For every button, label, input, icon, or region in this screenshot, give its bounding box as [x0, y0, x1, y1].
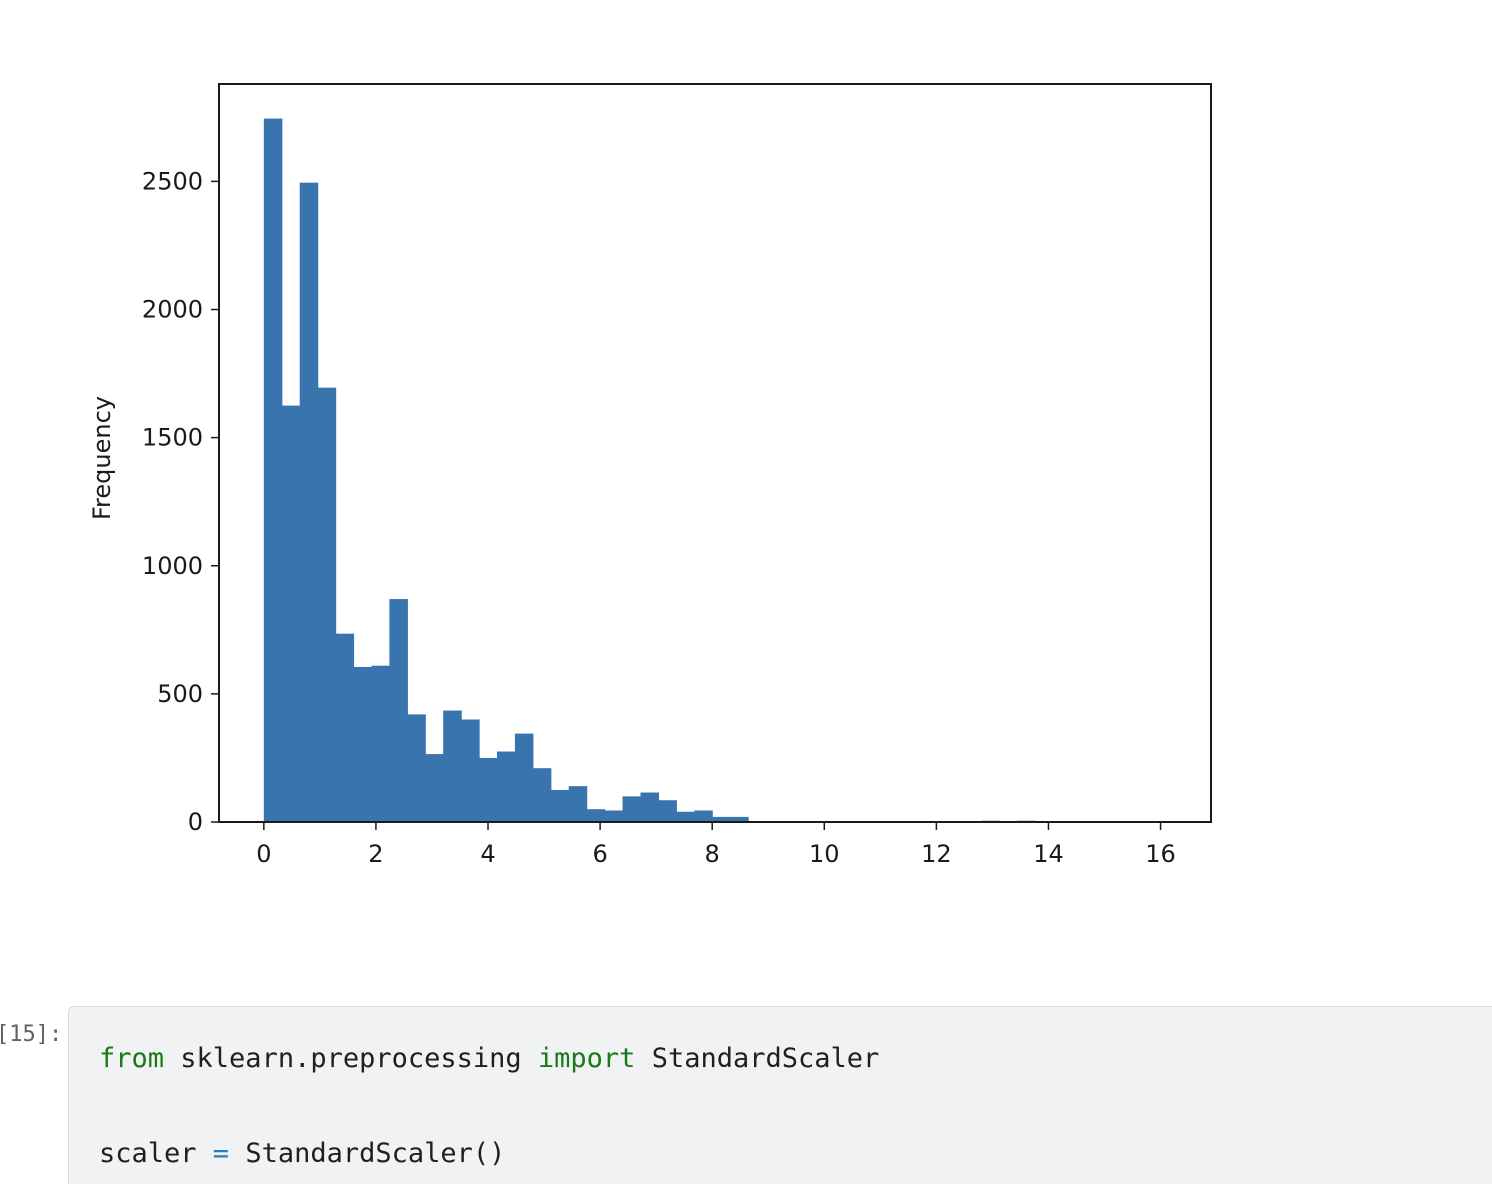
- x-tick-label: 12: [921, 840, 952, 868]
- histogram-bars: [263, 118, 1036, 823]
- histogram-bar: [443, 710, 462, 822]
- histogram-bar: [658, 800, 677, 822]
- histogram-bar: [568, 786, 588, 823]
- histogram-bar: [586, 809, 606, 822]
- y-axis-label: Frequency: [88, 396, 116, 520]
- keyword-from: from: [99, 1043, 165, 1074]
- histogram-bar: [514, 733, 534, 822]
- histogram-bar: [496, 751, 516, 822]
- x-tick-label: 6: [592, 840, 607, 868]
- y-tick-label: 500: [157, 680, 203, 708]
- histogram-bar: [604, 810, 624, 822]
- histogram-bar: [335, 633, 355, 822]
- code-cell-editor[interactable]: from sklearn.preprocessing import Standa…: [68, 1006, 1492, 1184]
- x-axis: 0 2 4 6 8 10 12 14 16: [256, 822, 1176, 868]
- histogram-bar: [479, 757, 498, 822]
- x-tick-label: 0: [256, 840, 271, 868]
- histogram-bar: [317, 387, 337, 822]
- histogram-bar: [263, 118, 283, 823]
- y-tick-label: 2500: [142, 167, 203, 195]
- histogram-bar: [371, 665, 390, 822]
- assign-operator: =: [212, 1138, 230, 1169]
- x-tick-label: 2: [368, 840, 383, 868]
- y-tick-label: 2000: [142, 296, 203, 324]
- imported-name: StandardScaler: [635, 1043, 880, 1074]
- x-tick-label: 8: [705, 840, 720, 868]
- y-axis: 0 500 1000 1500 2000 2500: [142, 167, 219, 836]
- histogram-bar: [676, 811, 695, 822]
- histogram-bar: [640, 792, 659, 822]
- x-tick-label: 14: [1033, 840, 1064, 868]
- histogram-bar: [389, 599, 408, 822]
- histogram-bar: [532, 768, 552, 822]
- x-tick-label: 16: [1145, 840, 1176, 868]
- module-name: sklearn.preprocessing: [164, 1043, 538, 1074]
- histogram-bar: [461, 719, 480, 822]
- histogram-bar: [299, 182, 319, 822]
- histogram-bar: [712, 816, 731, 823]
- histogram-bar: [407, 714, 426, 823]
- x-tick-label: 4: [480, 840, 495, 868]
- histogram-bar: [281, 405, 301, 822]
- cell-output-area: 0 2 4 6 8 10 12 14 16 0 500 1000 1500 2000 2500 Frequ…: [88, 83, 1212, 868]
- histogram-bar: [694, 810, 713, 822]
- histogram-bar: [425, 754, 444, 822]
- y-tick-label: 1500: [142, 424, 203, 452]
- x-tick-label: 10: [809, 840, 840, 868]
- histogram-bar: [353, 666, 373, 822]
- variable-name: scaler: [99, 1138, 213, 1169]
- constructor-call: StandardScaler(): [229, 1138, 506, 1169]
- plot-frame: [218, 83, 1212, 823]
- code-line-1[interactable]: from sklearn.preprocessing import Standa…: [99, 1043, 879, 1074]
- histogram-bar: [730, 816, 749, 823]
- y-tick-label: 1000: [142, 552, 203, 580]
- cell-execution-count: [15]:: [0, 1022, 63, 1047]
- histogram-chart: 0 2 4 6 8 10 12 14 16 0 500 1000 1500 2000 2500 Frequ…: [88, 83, 1212, 868]
- y-tick-label: 0: [188, 808, 203, 836]
- code-line-2[interactable]: scaler = StandardScaler(): [99, 1138, 505, 1169]
- keyword-import: import: [537, 1043, 636, 1074]
- histogram-bar: [550, 789, 570, 822]
- histogram-bar: [622, 796, 642, 823]
